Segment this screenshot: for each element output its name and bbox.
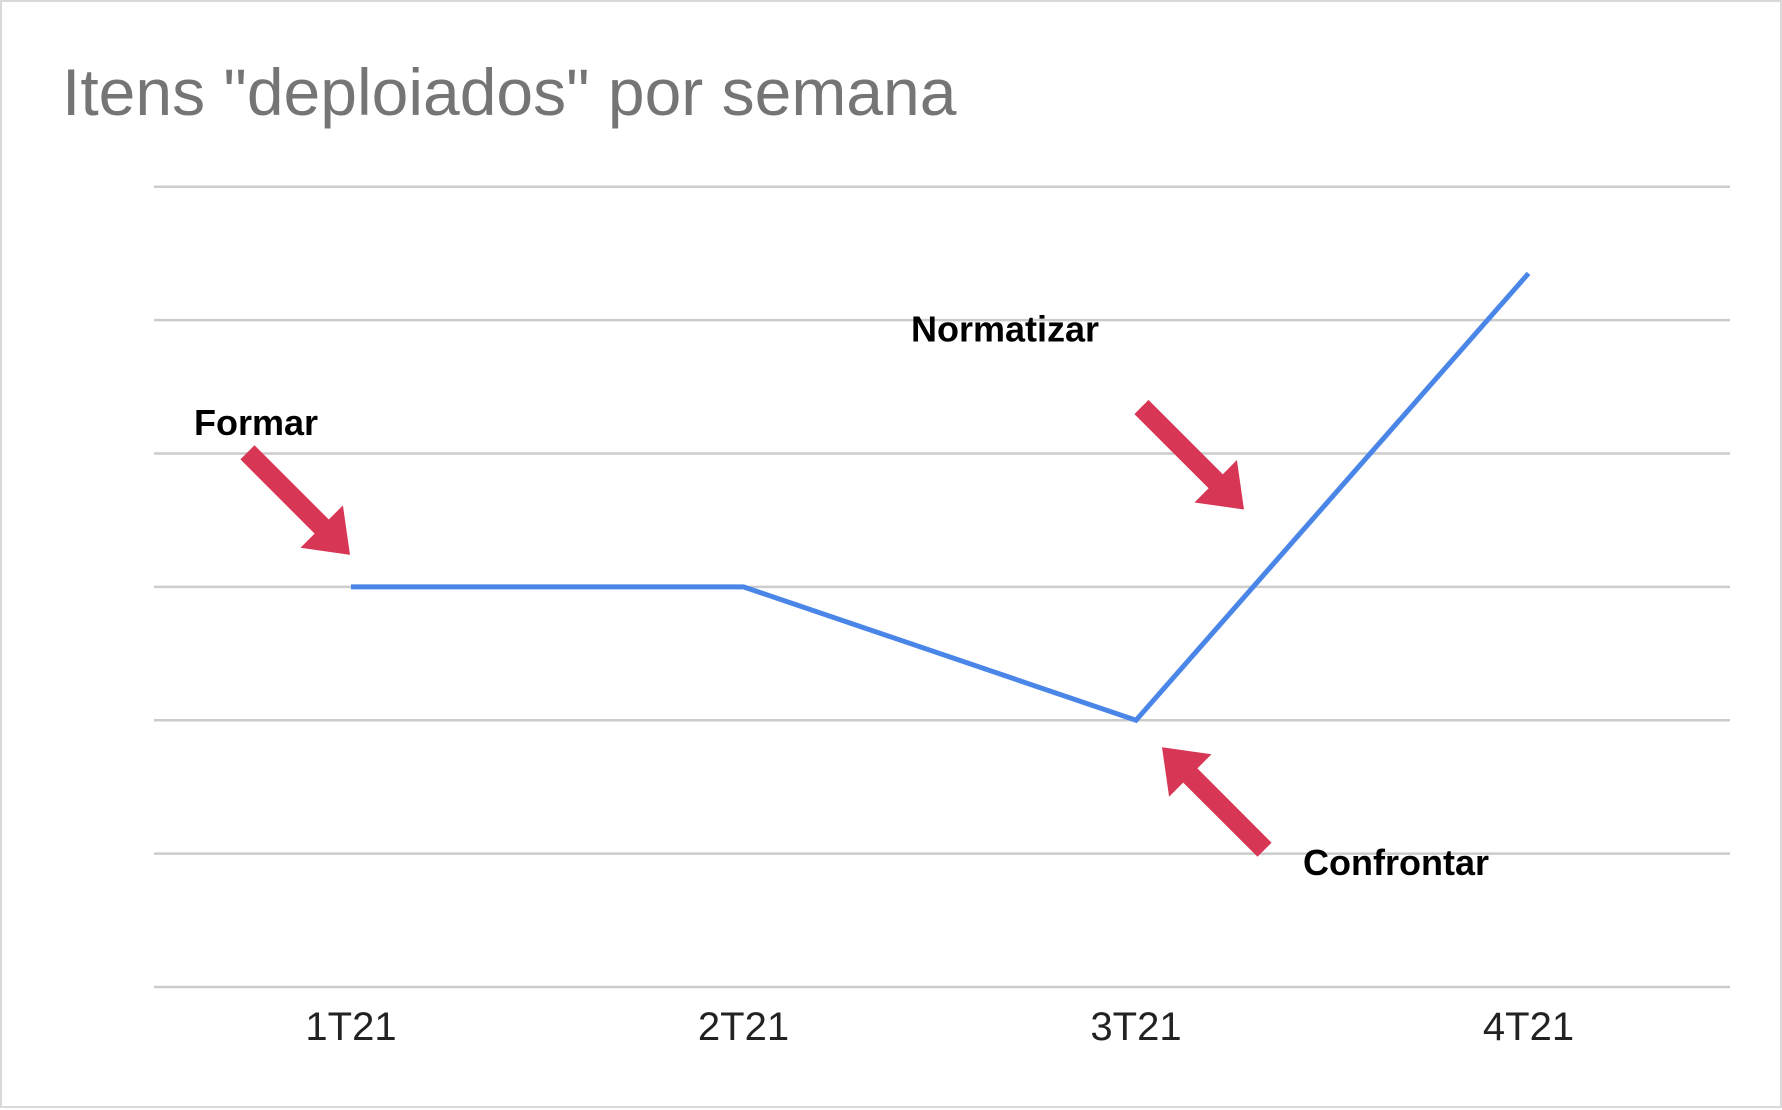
x-axis-ticks: 1T21 2T21 3T21 4T21 — [305, 1005, 1574, 1049]
x-tick-label: 3T21 — [1090, 1005, 1181, 1049]
series-line-layer — [351, 271, 1531, 724]
annotation-label: Formar — [194, 402, 318, 443]
annotation-arrow — [240, 445, 350, 555]
series-line — [351, 271, 1531, 724]
x-tick-label: 4T21 — [1483, 1005, 1574, 1049]
annotation-arrow — [1134, 399, 1244, 510]
annotation-label: Normatizar — [911, 309, 1099, 350]
chart-title: Itens "deploiados" por semana — [62, 55, 957, 129]
annotation-label: Confrontar — [1303, 842, 1489, 883]
x-tick-label: 1T21 — [305, 1005, 396, 1049]
annotations: FormarConfrontarNormatizarPerformar — [194, 309, 1489, 884]
annotation-arrow — [1162, 747, 1272, 857]
x-tick-label: 2T21 — [698, 1005, 789, 1049]
